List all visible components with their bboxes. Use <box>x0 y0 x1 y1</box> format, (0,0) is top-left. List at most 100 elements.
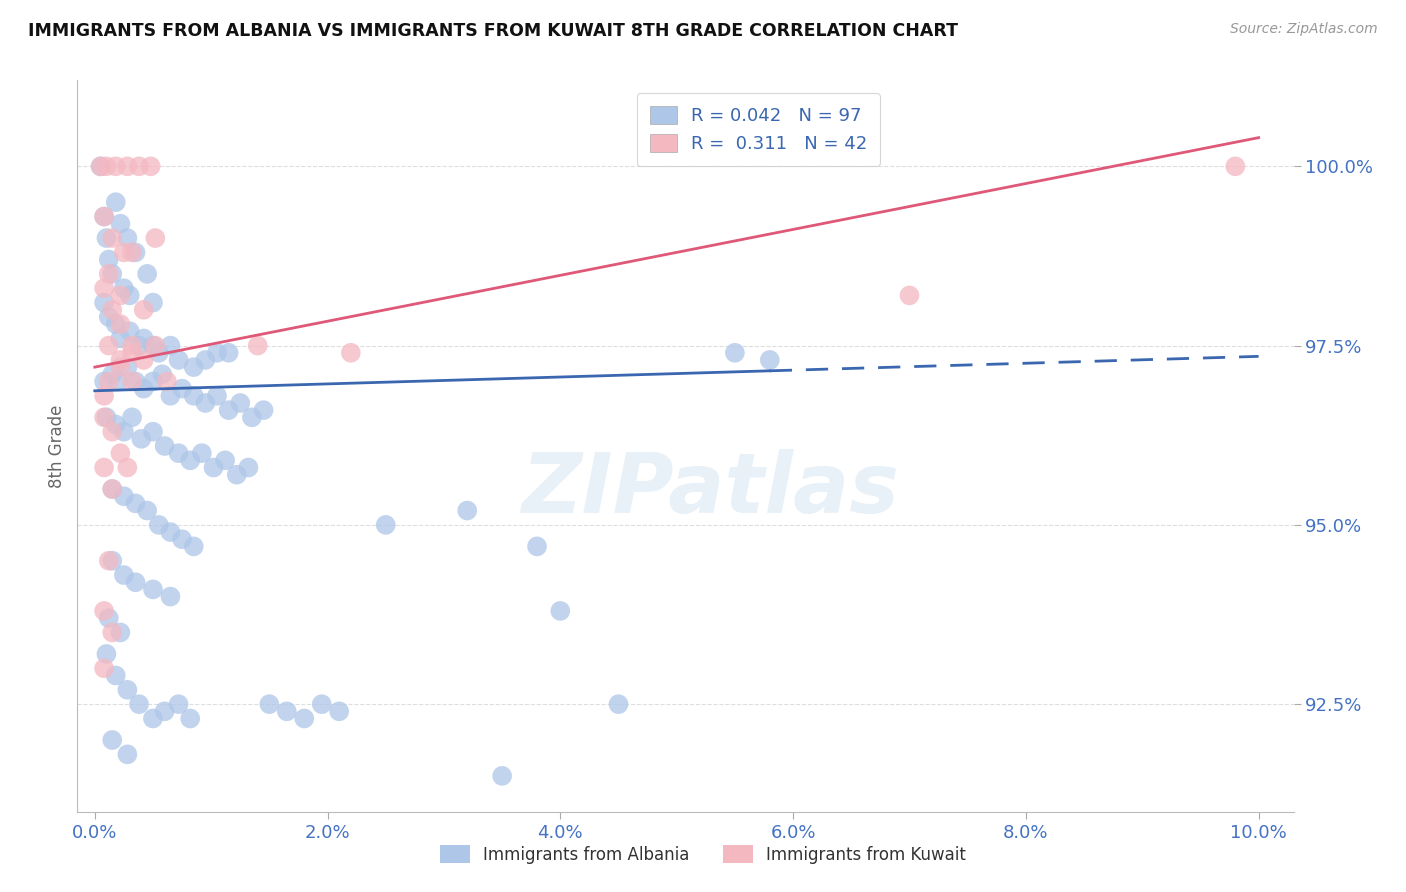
Point <box>117 747 139 762</box>
Point <box>191 446 214 460</box>
Point <box>142 711 165 725</box>
Point <box>229 396 252 410</box>
Point <box>124 496 146 510</box>
Point <box>97 310 120 324</box>
Point <box>132 331 155 345</box>
Point <box>97 554 120 568</box>
Point <box>194 353 217 368</box>
Point <box>526 540 548 554</box>
Point <box>183 389 205 403</box>
Point <box>107 375 129 389</box>
Point <box>93 281 115 295</box>
Point <box>205 389 228 403</box>
Point <box>724 345 747 359</box>
Point <box>101 231 124 245</box>
Point <box>110 217 132 231</box>
Point <box>159 389 181 403</box>
Point <box>112 425 135 439</box>
Point <box>112 568 135 582</box>
Point <box>101 554 124 568</box>
Point <box>550 604 572 618</box>
Point <box>136 503 159 517</box>
Point <box>276 704 298 718</box>
Point <box>205 345 228 359</box>
Point <box>101 425 124 439</box>
Point <box>136 267 159 281</box>
Point <box>159 524 181 539</box>
Point <box>104 195 127 210</box>
Point <box>159 590 181 604</box>
Point <box>101 482 124 496</box>
Point <box>238 460 260 475</box>
Point <box>170 382 193 396</box>
Point <box>110 625 132 640</box>
Point <box>374 517 396 532</box>
Point <box>259 697 281 711</box>
Point <box>142 338 165 352</box>
Point <box>121 345 143 359</box>
Point <box>96 647 118 661</box>
Point <box>153 704 176 718</box>
Point <box>159 338 181 352</box>
Point <box>167 446 190 460</box>
Point <box>117 682 139 697</box>
Point <box>104 159 127 173</box>
Point <box>292 711 315 725</box>
Point <box>96 410 118 425</box>
Point <box>132 353 155 368</box>
Point <box>97 252 120 267</box>
Point <box>124 375 146 389</box>
Point <box>97 267 120 281</box>
Point <box>246 338 269 352</box>
Text: Source: ZipAtlas.com: Source: ZipAtlas.com <box>1230 22 1378 37</box>
Legend: R = 0.042   N = 97, R =  0.311   N = 42: R = 0.042 N = 97, R = 0.311 N = 42 <box>637 93 880 166</box>
Point <box>93 375 115 389</box>
Point <box>93 295 115 310</box>
Point <box>117 231 139 245</box>
Point <box>340 345 363 359</box>
Point <box>456 503 478 517</box>
Point <box>101 267 124 281</box>
Point <box>491 769 513 783</box>
Point <box>128 697 150 711</box>
Point <box>183 360 205 375</box>
Point <box>170 533 193 547</box>
Point <box>153 439 176 453</box>
Point <box>240 410 263 425</box>
Point <box>93 210 115 224</box>
Point <box>117 159 139 173</box>
Point <box>112 281 135 295</box>
Point <box>97 338 120 352</box>
Point <box>112 489 135 503</box>
Point <box>183 540 205 554</box>
Point <box>225 467 247 482</box>
Point <box>104 668 127 682</box>
Point <box>110 288 132 302</box>
Point <box>214 453 236 467</box>
Point <box>93 460 115 475</box>
Point <box>97 611 120 625</box>
Point <box>148 517 170 532</box>
Point <box>110 360 132 375</box>
Point <box>110 353 132 368</box>
Point <box>194 396 217 410</box>
Point <box>90 159 112 173</box>
Point <box>759 353 782 368</box>
Point <box>93 389 115 403</box>
Point <box>117 360 139 375</box>
Point <box>143 338 166 352</box>
Point <box>121 245 143 260</box>
Point <box>150 368 173 382</box>
Point <box>128 338 150 352</box>
Point <box>110 331 132 345</box>
Point <box>202 460 225 475</box>
Point <box>104 417 127 432</box>
Point <box>128 159 150 173</box>
Point <box>328 704 350 718</box>
Point <box>93 661 115 675</box>
Point <box>117 460 139 475</box>
Point <box>96 159 118 173</box>
Point <box>167 353 190 368</box>
Point <box>121 338 143 352</box>
Point <box>104 317 127 331</box>
